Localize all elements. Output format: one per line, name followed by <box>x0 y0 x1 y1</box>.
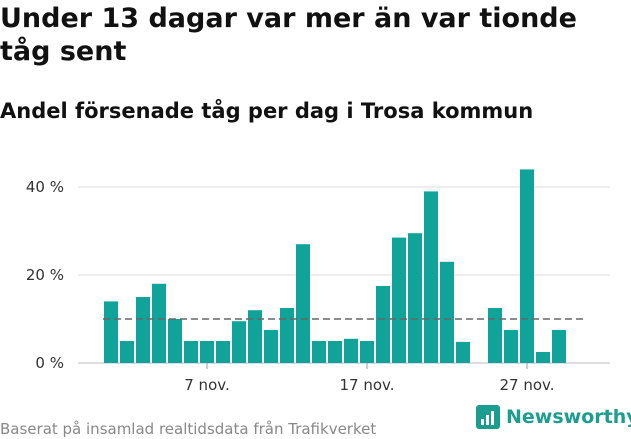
bar-day-28 <box>536 352 550 363</box>
brand-name: Newsworthy <box>506 406 631 428</box>
bar-day-1 <box>104 301 118 363</box>
chart-subtitle: Andel försenade tåg per dag i Trosa komm… <box>0 99 534 123</box>
bar-day-19 <box>392 237 406 363</box>
x-tick-label: 27 nov. <box>499 376 554 394</box>
bar-chart: 0 % 20 % 40 % 7 nov. 17 nov. 27 nov. <box>26 169 610 394</box>
bar-day-27 <box>520 169 534 363</box>
bar-day-3 <box>136 297 150 363</box>
bar-day-17 <box>360 341 374 363</box>
brand-logo: Newsworthy <box>476 405 631 429</box>
bar-day-23 <box>456 341 470 363</box>
bar-day-18 <box>376 286 390 363</box>
bar-day-4 <box>152 283 166 363</box>
bar-day-12 <box>280 308 294 363</box>
bar-day-11 <box>264 330 278 363</box>
bar-day-29 <box>552 330 566 363</box>
chart-title: Under 13 dagar var mer än var tionde tåg… <box>0 3 577 67</box>
bar-day-26 <box>504 330 518 363</box>
x-tick-label: 7 nov. <box>184 376 229 394</box>
bar-day-2 <box>120 341 134 363</box>
bar-day-5 <box>168 319 182 363</box>
bar-day-7 <box>200 341 214 363</box>
bar-day-21 <box>424 191 438 363</box>
bar-day-20 <box>408 233 422 363</box>
bar-day-10 <box>248 310 262 363</box>
source-note: Baserat på insamlad realtidsdata från Tr… <box>0 420 377 438</box>
bar-day-13 <box>296 244 310 363</box>
bar-day-6 <box>184 341 198 363</box>
axis-labels: 0 % 20 % 40 % 7 nov. 17 nov. 27 nov. <box>26 178 555 394</box>
bar-day-16 <box>344 338 358 363</box>
bar-day-25 <box>488 308 502 363</box>
y-tick-label: 40 % <box>26 178 64 196</box>
bar-day-14 <box>312 341 326 363</box>
newsworthy-icon <box>476 405 500 429</box>
bar-day-22 <box>440 261 454 363</box>
y-tick-label: 20 % <box>26 266 64 284</box>
x-tick-label: 17 nov. <box>339 376 394 394</box>
bar-day-9 <box>232 321 246 363</box>
bars <box>104 169 566 363</box>
bar-day-15 <box>328 341 342 363</box>
y-tick-label: 0 % <box>35 354 64 372</box>
bar-day-8 <box>216 341 230 363</box>
